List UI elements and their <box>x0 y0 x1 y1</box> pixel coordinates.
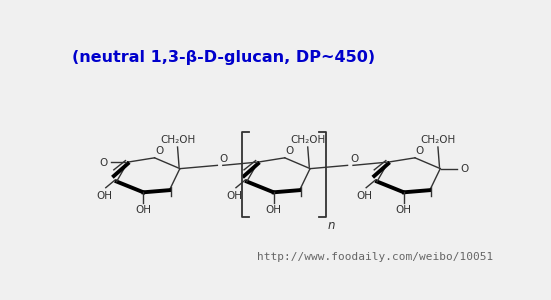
Text: CH₂OH: CH₂OH <box>420 135 456 145</box>
Text: OH: OH <box>266 206 282 215</box>
Text: O: O <box>350 154 358 164</box>
Text: OH: OH <box>396 206 412 215</box>
Text: O: O <box>220 154 228 164</box>
Text: OH: OH <box>96 191 112 201</box>
Text: O: O <box>285 146 294 156</box>
Text: O: O <box>416 146 424 156</box>
Text: http://www.foodaily.com/weibo/10051: http://www.foodaily.com/weibo/10051 <box>257 252 494 262</box>
Text: OH: OH <box>136 206 152 215</box>
Text: CH₂OH: CH₂OH <box>290 135 325 145</box>
Text: O: O <box>155 146 164 156</box>
Text: OH: OH <box>226 191 242 201</box>
Text: O: O <box>461 164 469 174</box>
Text: (neutral 1,3-β-D-glucan, DP~450): (neutral 1,3-β-D-glucan, DP~450) <box>72 50 375 65</box>
Text: CH₂OH: CH₂OH <box>160 135 195 145</box>
Text: OH: OH <box>356 191 372 201</box>
Text: n: n <box>328 219 336 232</box>
Text: O: O <box>99 158 107 168</box>
